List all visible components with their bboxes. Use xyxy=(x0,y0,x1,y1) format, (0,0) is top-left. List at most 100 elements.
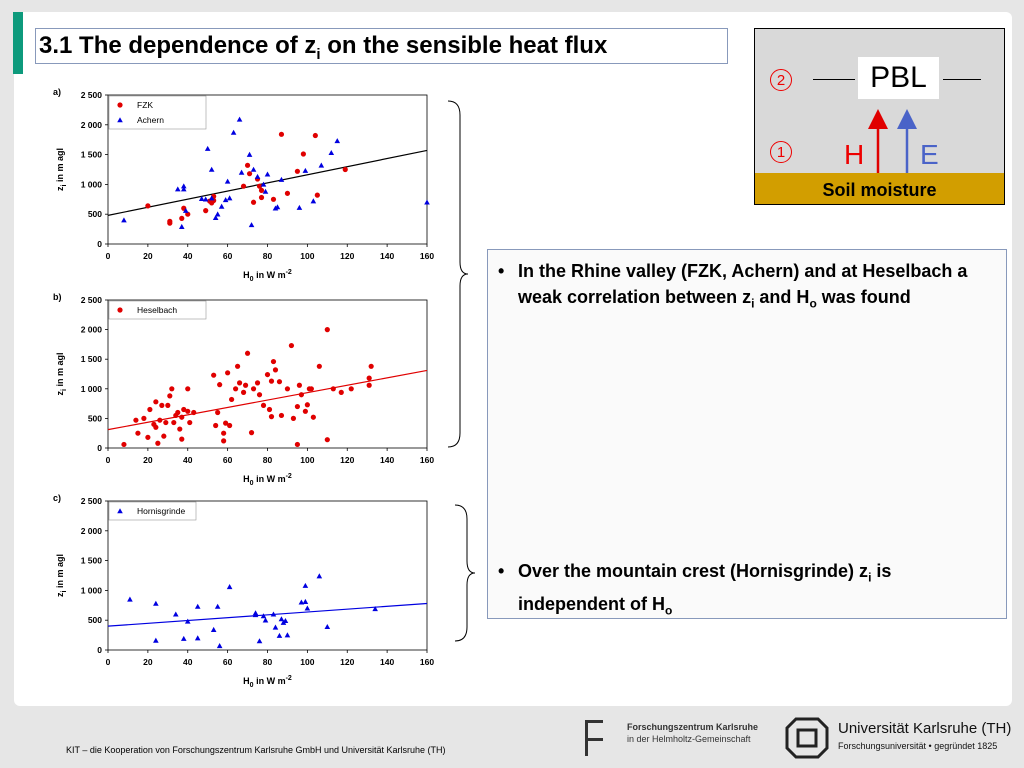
x-tick-label: 100 xyxy=(300,657,314,667)
x-tick-label: 60 xyxy=(223,455,233,465)
bullet-2-text: Over the mountain crest (Hornisgrinde) z… xyxy=(518,558,978,623)
panel-label: b) xyxy=(53,292,62,302)
pbl-diagram: PBL 2 1 H E Soil moisture xyxy=(754,28,1005,205)
data-point xyxy=(366,375,372,381)
bullet-text: In the Rhine valley (FZK, Achern) and at… xyxy=(518,261,968,307)
data-point xyxy=(260,181,267,187)
data-point xyxy=(187,419,193,426)
data-point xyxy=(167,393,173,399)
data-point xyxy=(213,422,219,429)
data-point xyxy=(182,207,189,213)
data-point xyxy=(294,441,301,448)
x-tick-label: 40 xyxy=(183,455,193,465)
bullet-subscript: o xyxy=(665,603,673,618)
data-point xyxy=(222,197,229,203)
data-point xyxy=(153,399,159,405)
data-point xyxy=(278,616,285,622)
regression-line xyxy=(107,149,428,216)
bullet-dot: • xyxy=(498,561,505,581)
data-point xyxy=(208,166,215,172)
panel-label: a) xyxy=(53,87,61,97)
legend-box xyxy=(108,300,207,320)
data-point xyxy=(240,389,247,395)
x-tick-label: 80 xyxy=(263,657,273,667)
data-point xyxy=(296,382,302,388)
data-point xyxy=(180,186,187,192)
data-point xyxy=(157,417,163,423)
x-tick-label: 80 xyxy=(263,251,273,261)
title-rest: on the sensible heat flux xyxy=(320,32,608,59)
data-point xyxy=(368,363,374,369)
data-point xyxy=(198,195,205,201)
data-point xyxy=(185,408,191,414)
x-tick-label: 120 xyxy=(340,657,354,667)
data-point xyxy=(133,417,139,423)
data-point xyxy=(234,363,241,369)
h-label: H xyxy=(844,139,865,170)
data-point xyxy=(424,199,430,205)
data-point xyxy=(178,223,185,229)
data-point xyxy=(278,176,285,182)
data-point xyxy=(180,635,187,641)
y-tick-label: 500 xyxy=(88,413,102,423)
data-point xyxy=(145,203,151,209)
data-point xyxy=(246,171,253,177)
university-logo-icon xyxy=(785,717,829,759)
plot-frame xyxy=(107,500,428,651)
y-tick-label: 1 500 xyxy=(81,556,103,566)
title-subscript: i xyxy=(316,45,321,63)
title-part: 3.1 The dependence of z xyxy=(39,32,317,59)
data-point xyxy=(250,199,257,205)
circle-1-icon: 1 xyxy=(770,141,792,163)
data-point xyxy=(233,386,239,392)
data-point xyxy=(328,150,335,156)
data-point xyxy=(236,116,243,122)
bullet-subscript: i xyxy=(868,570,872,585)
x-tick-label: 0 xyxy=(106,251,111,261)
data-point xyxy=(181,406,187,413)
data-point xyxy=(248,430,255,436)
data-point xyxy=(308,386,314,392)
x-tick-label: 20 xyxy=(143,657,153,667)
legend-marker xyxy=(117,508,123,514)
fzk-logo-icon xyxy=(585,720,603,756)
x-tick-label: 140 xyxy=(380,657,394,667)
data-point xyxy=(153,424,159,430)
data-point xyxy=(217,382,223,388)
x-tick-label: 100 xyxy=(300,455,314,465)
x-tick-label: 40 xyxy=(183,251,193,261)
fzk-subtitle: in der Helmholtz-Gemeinschaft xyxy=(627,734,751,744)
data-point xyxy=(278,131,285,137)
panel-label: c) xyxy=(53,493,61,503)
fzk-name: Forschungszentrum Karlsruhe xyxy=(627,722,759,732)
data-point xyxy=(179,215,185,221)
pbl-label: PBL xyxy=(858,57,939,99)
data-point xyxy=(214,603,221,609)
data-point xyxy=(242,382,249,388)
x-tick-label: 100 xyxy=(300,251,314,261)
data-point xyxy=(135,430,141,436)
data-point xyxy=(177,426,183,432)
bullet-2: • Over the mountain crest (Hornisgrinde)… xyxy=(498,558,978,623)
data-point xyxy=(270,196,277,202)
y-tick-label: 2 500 xyxy=(81,295,103,305)
data-point xyxy=(194,635,201,641)
data-point xyxy=(240,183,247,189)
legend-marker xyxy=(117,117,123,123)
data-point xyxy=(270,358,277,365)
university-name: Universität Karlsruhe (TH) xyxy=(838,720,1012,737)
data-point xyxy=(165,402,171,408)
data-point xyxy=(244,350,251,356)
data-point xyxy=(227,422,233,429)
data-point xyxy=(208,195,215,201)
data-point xyxy=(202,196,209,202)
legend-marker xyxy=(117,307,123,313)
x-tick-label: 60 xyxy=(223,251,233,261)
data-point xyxy=(302,598,309,604)
y-tick-label: 0 xyxy=(97,443,102,453)
data-point xyxy=(372,606,378,612)
data-point xyxy=(172,611,179,617)
y-axis-label: zi in m agl xyxy=(55,353,68,396)
data-point xyxy=(270,611,277,617)
bullet-text: was found xyxy=(816,287,911,307)
